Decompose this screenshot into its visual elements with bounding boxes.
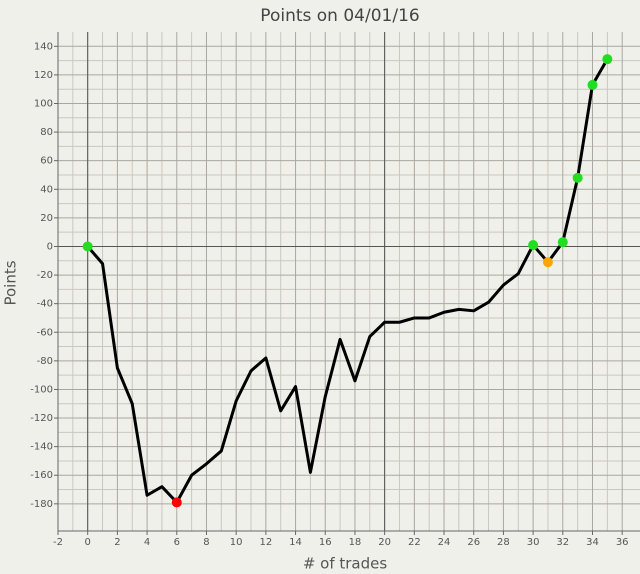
y-tick-label: 60 bbox=[40, 156, 53, 167]
chart-title: Points on 04/01/16 bbox=[260, 6, 419, 26]
data-point bbox=[171, 497, 182, 508]
data-point bbox=[557, 237, 568, 248]
y-tick-label: 0 bbox=[47, 241, 53, 252]
x-tick-label: 4 bbox=[144, 537, 150, 548]
y-axis-label: Points bbox=[2, 260, 20, 305]
data-point bbox=[587, 79, 598, 90]
x-tick-label: 10 bbox=[230, 537, 243, 548]
x-tick-label: 30 bbox=[527, 537, 540, 548]
x-tick-label: 6 bbox=[174, 537, 180, 548]
x-axis-label: # of trades bbox=[303, 555, 388, 573]
x-tick-label: 22 bbox=[408, 537, 421, 548]
y-tick-label: 120 bbox=[34, 70, 53, 81]
x-tick-label: 12 bbox=[259, 537, 272, 548]
x-tick-label: 2 bbox=[114, 537, 120, 548]
x-tick-label: 26 bbox=[467, 537, 480, 548]
y-tick-label: -180 bbox=[30, 499, 53, 510]
x-tick-label: 20 bbox=[378, 537, 391, 548]
x-tick-label: -2 bbox=[53, 537, 63, 548]
y-tick-label: 140 bbox=[34, 41, 53, 52]
y-tick-label: -140 bbox=[30, 442, 53, 453]
x-tick-label: 0 bbox=[85, 537, 91, 548]
y-tick-label: -40 bbox=[37, 299, 53, 310]
y-tick-label: -20 bbox=[37, 270, 53, 281]
x-tick-label: 16 bbox=[319, 537, 332, 548]
y-tick-label: 100 bbox=[34, 98, 53, 109]
data-point bbox=[572, 172, 583, 183]
y-tick-label: 20 bbox=[40, 213, 53, 224]
y-tick-label: -100 bbox=[30, 384, 53, 395]
data-point bbox=[82, 241, 93, 252]
x-tick-label: 8 bbox=[203, 537, 209, 548]
y-tick-label: 80 bbox=[40, 127, 53, 138]
x-tick-label: 32 bbox=[556, 537, 569, 548]
y-tick-label: -120 bbox=[30, 413, 53, 424]
y-tick-label: -80 bbox=[37, 356, 53, 367]
x-tick-label: 36 bbox=[616, 537, 629, 548]
x-tick-label: 28 bbox=[497, 537, 510, 548]
data-point bbox=[528, 240, 539, 251]
y-tick-label: -60 bbox=[37, 327, 53, 338]
y-tick-label: -160 bbox=[30, 470, 53, 481]
x-tick-label: 14 bbox=[289, 537, 302, 548]
x-tick-label: 34 bbox=[586, 537, 599, 548]
y-tick-label: 40 bbox=[40, 184, 53, 195]
data-point bbox=[542, 257, 553, 268]
x-tick-label: 24 bbox=[438, 537, 451, 548]
x-tick-label: 18 bbox=[349, 537, 362, 548]
data-point bbox=[602, 54, 613, 65]
